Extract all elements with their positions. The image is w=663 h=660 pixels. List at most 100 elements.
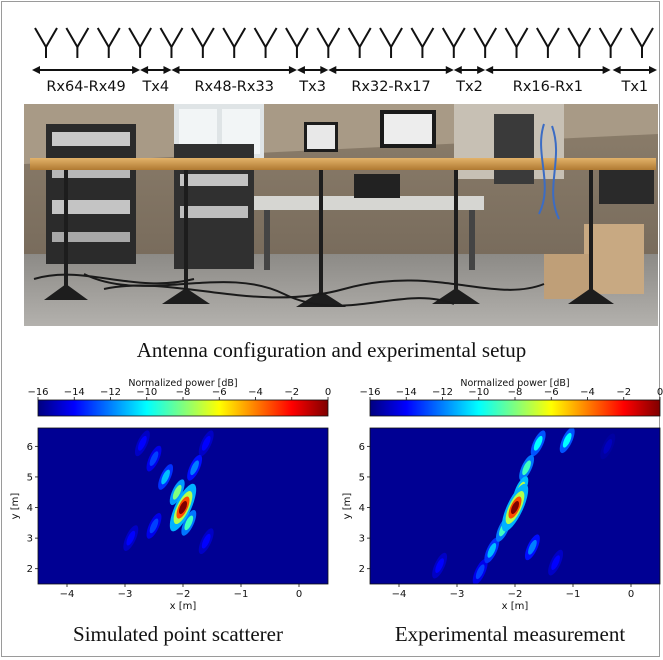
y-axis-label: y [m] (342, 493, 353, 520)
antenna-group: Tx4 (140, 66, 172, 95)
antenna-group: Tx2 (453, 66, 486, 95)
antenna-symbol (441, 27, 466, 58)
colorbar-tick-label: −2 (616, 387, 631, 398)
experimental-setup-photo (24, 104, 658, 326)
heatmap-hotspot (178, 501, 188, 514)
antenna-symbol (34, 27, 58, 58)
antenna-array-diagram: Rx64-Rx49 Tx4 Rx48-Rx33 Tx3 Rx32-Rx17 Tx2 Rx16… (32, 27, 657, 95)
antenna-group-label: Tx3 (298, 79, 326, 95)
antenna-symbol (96, 27, 121, 58)
colorbar-tick-label: −6 (212, 387, 227, 398)
heatmap-hotspot (510, 501, 520, 514)
setup-caption: Antenna configuration and experimental s… (136, 338, 527, 362)
antenna-group-label: Rx48-Rx33 (194, 79, 273, 95)
colorbar-tick-label: −4 (248, 387, 263, 398)
heatmap-hotspot (528, 539, 537, 555)
antenna-symbol (65, 27, 90, 58)
antenna-symbol (190, 27, 215, 58)
heatmap-hotspot (190, 460, 199, 476)
heatmap-hotspot (201, 435, 211, 451)
heatmap-hotspot (562, 432, 572, 448)
heatmap-hotspot (475, 564, 485, 580)
antenna-symbol (504, 27, 529, 58)
colorbar-tick-label: −16 (359, 387, 380, 398)
y-tick-label: 6 (359, 442, 365, 453)
antenna-symbol (347, 27, 372, 58)
caption-measured: Experimental measurement (394, 622, 626, 646)
x-axis-label: x [m] (502, 601, 529, 612)
antenna-group-label: Rx64-Rx49 (46, 79, 125, 95)
y-tick-label: 2 (27, 564, 33, 575)
colorbar (369, 399, 661, 417)
heatmap-hotspot (149, 451, 159, 466)
antenna-group: Rx48-Rx33 (171, 66, 297, 95)
antenna-group: Tx3 (296, 66, 329, 95)
heatmap-hotspot (487, 542, 497, 558)
colorbar (37, 399, 329, 417)
heatmap-hotspot (172, 484, 182, 500)
antenna-group-label: Tx4 (141, 79, 169, 95)
antenna-symbol (128, 27, 152, 58)
colorbar-label: Normalized power [dB] (128, 378, 237, 389)
y-tick-label: 5 (27, 472, 33, 483)
colorbar-tick-label: −8 (176, 387, 191, 398)
heatmap-hotspot (126, 530, 136, 546)
antenna-symbol (536, 27, 560, 58)
colorbar-tick-label: −12 (100, 387, 121, 398)
y-tick-label: 3 (359, 534, 365, 545)
antenna-symbol (473, 27, 498, 58)
antenna-group-label: Tx1 (620, 79, 648, 95)
heatmap-hotspot (161, 469, 170, 485)
y-axis-label: y [m] (10, 493, 21, 520)
antenna-symbol (410, 27, 435, 58)
antenna-group: Tx1 (612, 66, 657, 95)
heatmap-hotspot (551, 555, 560, 570)
y-tick-label: 6 (27, 442, 33, 453)
y-tick-label: 2 (359, 564, 365, 575)
colorbar-tick-label: 0 (657, 387, 663, 398)
x-tick-label: −1 (566, 589, 581, 600)
heatmap-hotspot (201, 533, 211, 549)
heatmap-hotspot (603, 438, 613, 454)
antenna-symbol (598, 27, 623, 58)
colorbar-tick-label: 0 (325, 387, 331, 398)
antenna-group-label: Rx16-Rx1 (513, 79, 583, 95)
x-tick-label: −4 (60, 589, 75, 600)
heatmap-figure: Normalized power [dB]−16 −14 −12 −10 −8 −6 −4−… (10, 378, 663, 612)
heatmap-hotspot (435, 558, 444, 574)
colorbar-tick-label: −12 (432, 387, 453, 398)
x-tick-label: −3 (118, 589, 133, 600)
antenna-symbol (379, 27, 403, 58)
x-tick-label: −1 (234, 589, 249, 600)
colorbar-tick-label: −2 (284, 387, 299, 398)
colorbar-tick-label: −10 (468, 387, 489, 398)
heatmap-hotspot (522, 460, 531, 476)
colorbar-label: Normalized power [dB] (460, 378, 569, 389)
heatmap-hotspot (533, 435, 543, 451)
y-tick-label: 4 (359, 503, 365, 514)
colorbar-tick-label: −10 (136, 387, 157, 398)
antenna-group: Rx64-Rx49 (32, 66, 141, 95)
antenna-group: Rx32-Rx17 (328, 66, 454, 95)
antenna-symbol (630, 27, 654, 58)
caption-simulated: Simulated point scatterer (73, 622, 283, 646)
x-axis-label: x [m] (170, 601, 197, 612)
colorbar-tick-label: −16 (27, 387, 48, 398)
antenna-symbol (285, 27, 309, 58)
antenna-group: Rx16-Rx1 (485, 66, 611, 95)
heatmap-panel-measured: Normalized power [dB]−16 −14 −12 −10 −8 −6 −4−… (342, 378, 663, 612)
x-tick-label: −3 (450, 589, 465, 600)
heatmap-panel-simulated: Normalized power [dB]−16 −14 −12 −10 −8 −6 −4−… (10, 378, 331, 612)
antenna-group-label: Tx2 (455, 79, 483, 95)
antenna-symbol (222, 27, 247, 58)
antenna-group-label: Rx32-Rx17 (351, 79, 430, 95)
colorbar-tick-label: −8 (508, 387, 523, 398)
antenna-symbol (567, 27, 592, 58)
x-tick-label: 0 (296, 589, 302, 600)
x-tick-label: −2 (176, 589, 191, 600)
colorbar-tick-label: −4 (580, 387, 595, 398)
antenna-symbol (253, 27, 278, 58)
colorbar-tick-label: −14 (396, 387, 417, 398)
antenna-symbol (159, 27, 184, 58)
